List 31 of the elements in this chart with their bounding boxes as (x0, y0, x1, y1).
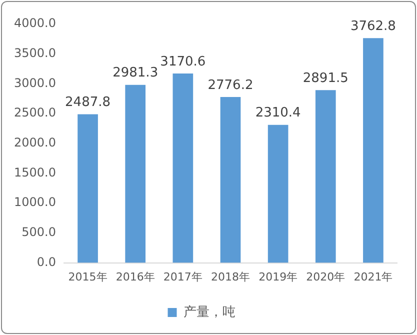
y-tick-label: 1500.0 (14, 165, 56, 180)
bar (268, 124, 288, 263)
x-tick-label: 2017年 (163, 270, 202, 284)
y-tick-label: 0.0 (36, 254, 56, 269)
y-tick-label: 3500.0 (14, 46, 56, 60)
bar (78, 114, 98, 263)
x-tick-label: 2020年 (306, 270, 346, 284)
bar (363, 38, 384, 263)
y-tick-label: 500.0 (22, 225, 56, 240)
x-tick-label: 2019年 (258, 270, 298, 284)
x-tick-label: 2018年 (210, 270, 250, 284)
data-label: 2891.5 (302, 71, 348, 86)
x-tick-label: 2016年 (116, 270, 155, 284)
y-tick-label: 3000.0 (14, 76, 56, 90)
y-tick-label: 2500.0 (14, 106, 56, 120)
data-label: 3762.8 (350, 19, 396, 34)
data-label: 2981.3 (112, 66, 158, 81)
data-label: 3170.6 (160, 54, 206, 70)
data-label: 2776.2 (208, 78, 254, 93)
y-tick-label: 1000.0 (14, 195, 56, 210)
data-label: 2487.8 (65, 95, 111, 110)
legend-label: 产量，吨 (183, 304, 236, 320)
x-tick-label: 2021年 (354, 270, 393, 284)
y-tick-label: 2000.0 (14, 136, 56, 150)
x-tick-label: 2015年 (68, 270, 108, 284)
bar (315, 90, 336, 263)
bar (220, 97, 241, 263)
y-tick-label: 4000.0 (14, 16, 56, 30)
bar (125, 84, 146, 263)
bar (172, 74, 194, 263)
data-label: 2310.4 (255, 106, 301, 121)
